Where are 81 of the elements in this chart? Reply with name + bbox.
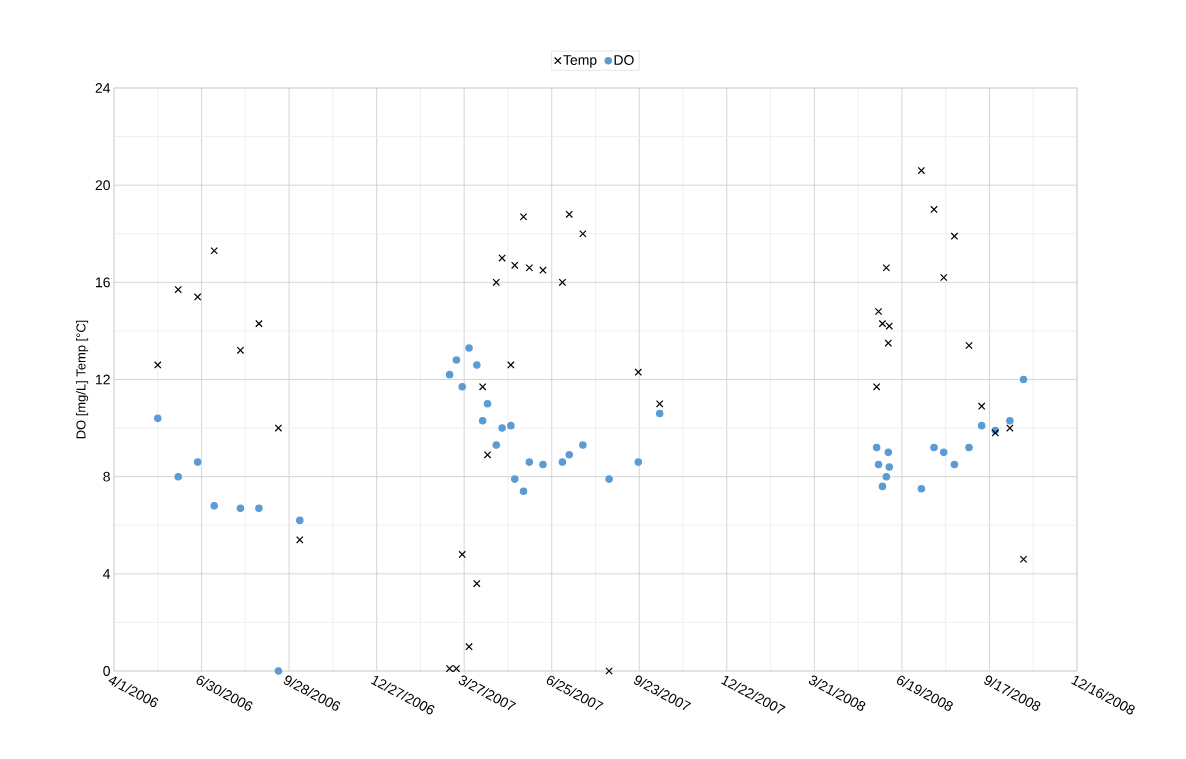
point <box>579 229 587 238</box>
point <box>939 273 948 282</box>
point <box>525 263 534 272</box>
point <box>605 475 613 483</box>
point <box>452 356 461 364</box>
point <box>930 205 938 214</box>
point <box>950 460 959 469</box>
y-tick-label: 0 <box>103 666 110 676</box>
y-tick-label: 16 <box>96 277 110 288</box>
point <box>296 516 304 525</box>
point <box>510 475 519 483</box>
y-tick-label: 24 <box>95 83 111 93</box>
point <box>154 361 162 369</box>
point <box>465 642 473 651</box>
point <box>579 441 587 449</box>
point <box>655 409 664 418</box>
point <box>872 383 881 391</box>
point <box>473 361 481 369</box>
point <box>950 232 959 240</box>
point <box>498 424 506 432</box>
point <box>255 504 263 513</box>
point <box>558 278 567 287</box>
y-tick-label: 4 <box>103 569 111 579</box>
point <box>965 443 973 452</box>
point <box>565 451 574 459</box>
point <box>210 502 218 510</box>
point <box>498 254 506 262</box>
point <box>492 441 501 449</box>
point <box>174 472 182 481</box>
point <box>634 458 643 466</box>
point <box>1006 417 1014 425</box>
point <box>884 339 893 347</box>
point <box>519 212 528 221</box>
point <box>153 414 162 423</box>
point <box>255 319 263 328</box>
point <box>939 448 948 457</box>
point <box>882 472 891 481</box>
point <box>236 504 245 513</box>
y-tick-label: 8 <box>103 471 110 482</box>
point <box>605 667 613 675</box>
point <box>274 424 283 432</box>
point <box>274 667 283 675</box>
point <box>885 463 894 471</box>
point <box>539 266 547 274</box>
point <box>977 421 986 430</box>
point <box>525 458 534 466</box>
y-tick-label: 12 <box>96 374 110 385</box>
point <box>874 460 883 469</box>
point <box>483 400 492 408</box>
y-axis-title: DO [mg/L] Temp [°C] <box>76 320 89 439</box>
point <box>478 417 487 425</box>
point <box>878 482 887 491</box>
point <box>1019 555 1028 564</box>
point <box>478 383 487 391</box>
point <box>634 368 643 376</box>
point <box>483 451 492 459</box>
legend-label: Temp <box>563 55 597 68</box>
point <box>473 579 481 588</box>
point <box>539 460 547 469</box>
point <box>507 421 515 430</box>
point <box>977 402 986 410</box>
point <box>965 341 973 350</box>
point <box>558 458 567 466</box>
point <box>1019 375 1028 384</box>
point <box>458 550 467 559</box>
point <box>519 487 528 496</box>
point <box>236 346 245 355</box>
point <box>174 285 182 294</box>
point <box>872 443 881 452</box>
point <box>882 263 891 272</box>
point <box>445 370 454 379</box>
point <box>458 383 467 391</box>
point <box>884 448 893 457</box>
point <box>193 458 202 466</box>
point <box>465 344 473 352</box>
point <box>193 293 202 301</box>
legend-label: DO <box>614 55 634 65</box>
point <box>917 485 926 493</box>
point <box>510 261 519 270</box>
y-tick-label: 20 <box>95 180 110 191</box>
point <box>930 443 938 452</box>
